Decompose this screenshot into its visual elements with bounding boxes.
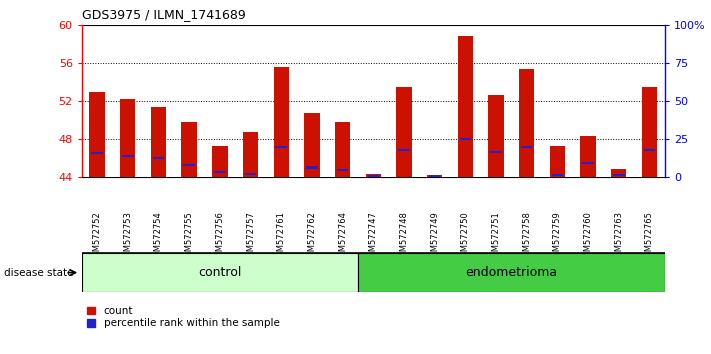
Bar [181,122,197,177]
Legend: count, percentile rank within the sample: count, percentile rank within the sample [87,306,279,328]
Bar [429,175,440,177]
Bar [580,136,596,177]
Bar [306,166,318,169]
Text: GSM572762: GSM572762 [307,211,316,262]
Text: GSM572759: GSM572759 [553,211,562,262]
Bar [90,92,105,177]
Bar [613,174,624,176]
Bar [459,138,471,140]
Bar [91,152,103,154]
Text: GSM572751: GSM572751 [491,211,501,262]
Bar [214,171,225,173]
Bar [398,149,410,152]
Bar [274,67,289,177]
Text: GSM572765: GSM572765 [645,211,654,262]
Text: GSM572753: GSM572753 [123,211,132,262]
Bar [304,113,319,177]
Bar [245,173,256,175]
Text: GSM572749: GSM572749 [430,211,439,262]
Bar [642,87,657,177]
Bar [183,164,195,166]
Text: GSM572754: GSM572754 [154,211,163,262]
Text: control: control [198,266,242,279]
Bar [212,145,228,177]
Text: GSM572757: GSM572757 [246,211,255,262]
Bar [582,162,594,164]
Text: GSM572760: GSM572760 [584,211,592,262]
Bar [120,99,136,177]
Bar [335,122,351,177]
Bar [521,145,533,148]
Text: GSM572761: GSM572761 [277,211,286,262]
Bar [611,170,626,177]
Bar [643,149,656,152]
Text: GSM572756: GSM572756 [215,211,225,262]
Text: disease state: disease state [4,268,73,278]
Bar [368,175,379,177]
Text: endometrioma: endometrioma [465,266,557,279]
Text: GDS3975 / ILMN_1741689: GDS3975 / ILMN_1741689 [82,8,245,21]
Bar [153,157,164,159]
Bar [488,95,503,177]
Bar [519,69,535,177]
Text: GSM572755: GSM572755 [185,211,193,262]
Bar [275,145,287,148]
Text: GSM572758: GSM572758 [522,211,531,262]
Bar [427,175,442,177]
Text: GSM572763: GSM572763 [614,211,624,262]
Bar [243,132,258,177]
Bar [358,253,665,292]
Text: GSM572748: GSM572748 [400,211,408,262]
Bar [365,174,381,177]
Bar [82,253,358,292]
Bar [337,169,348,171]
Bar [550,145,565,177]
Bar [552,174,563,176]
Text: GSM572752: GSM572752 [92,211,102,262]
Bar [396,87,412,177]
Bar [458,36,473,177]
Bar [122,155,134,157]
Bar [491,151,502,153]
Text: GSM572747: GSM572747 [369,211,378,262]
Bar [151,107,166,177]
Text: GSM572750: GSM572750 [461,211,470,262]
Text: GSM572764: GSM572764 [338,211,347,262]
